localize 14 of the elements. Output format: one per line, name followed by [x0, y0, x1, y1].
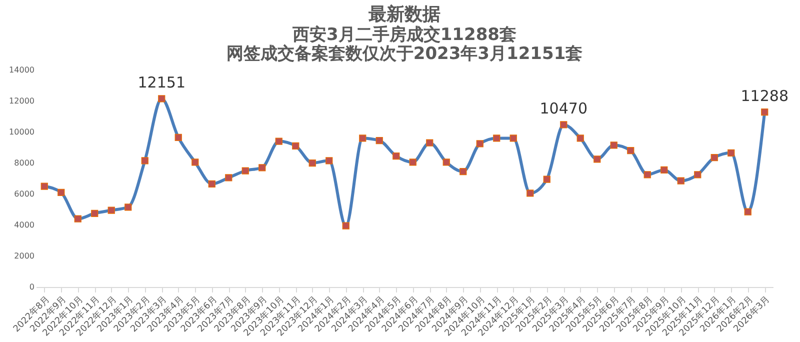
chart-title: 最新数据 [368, 4, 440, 25]
data-label: 11288 [740, 87, 788, 106]
y-tick-label: 4000 [14, 220, 34, 230]
y-tick-label: 2000 [14, 252, 34, 260]
y-tick-label: 6000 [14, 190, 34, 198]
data-label: 10470 [540, 100, 588, 118]
chart-subtitle: 西安3月二手房成交11288套 [292, 25, 516, 45]
y-tick-label: 8000 [14, 158, 34, 168]
y-tick-label: 10000 [9, 128, 34, 136]
y-tick-label: 0 [29, 282, 34, 292]
data-label: 12151 [138, 74, 186, 92]
y-tick-label: 12000 [9, 96, 34, 106]
y-tick-label: 14000 [9, 66, 34, 74]
text: 网签成交备案套数仅次于2023年3月12151套 [226, 43, 583, 64]
